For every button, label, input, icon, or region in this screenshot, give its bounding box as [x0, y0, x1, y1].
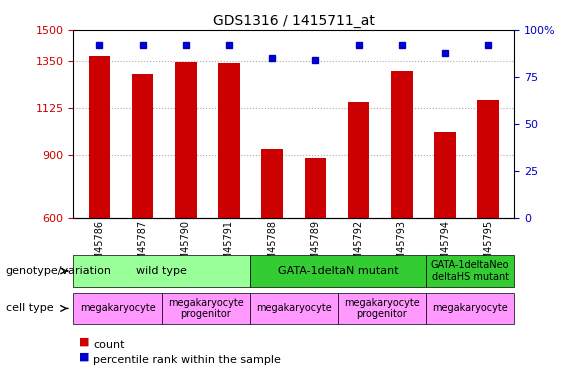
Title: GDS1316 / 1415711_at: GDS1316 / 1415711_at — [213, 13, 375, 28]
Bar — [218, 63, 240, 217]
Bar — [434, 132, 456, 218]
Text: GATA-1deltaNeo
deltaHS mutant: GATA-1deltaNeo deltaHS mutant — [431, 260, 509, 282]
Bar — [305, 158, 326, 218]
Bar — [262, 149, 283, 217]
Text: ■: ■ — [79, 337, 90, 347]
Bar — [175, 62, 197, 217]
Bar — [348, 102, 370, 218]
Text: megakaryocyte: megakaryocyte — [80, 303, 155, 313]
Text: percentile rank within the sample: percentile rank within the sample — [93, 355, 281, 365]
Bar — [391, 70, 412, 217]
Text: megakaryocyte: megakaryocyte — [256, 303, 332, 313]
Text: wild type: wild type — [136, 266, 187, 276]
Text: count: count — [93, 340, 125, 350]
Text: ■: ■ — [79, 352, 90, 362]
Text: megakaryocyte: megakaryocyte — [432, 303, 508, 313]
Bar — [89, 56, 110, 217]
Bar — [477, 100, 499, 218]
Bar — [132, 74, 153, 217]
Text: megakaryocyte
progenitor: megakaryocyte progenitor — [168, 298, 244, 319]
Text: GATA-1deltaN mutant: GATA-1deltaN mutant — [277, 266, 398, 276]
Text: megakaryocyte
progenitor: megakaryocyte progenitor — [344, 298, 420, 319]
Text: genotype/variation: genotype/variation — [6, 266, 112, 276]
Text: cell type: cell type — [6, 303, 53, 313]
